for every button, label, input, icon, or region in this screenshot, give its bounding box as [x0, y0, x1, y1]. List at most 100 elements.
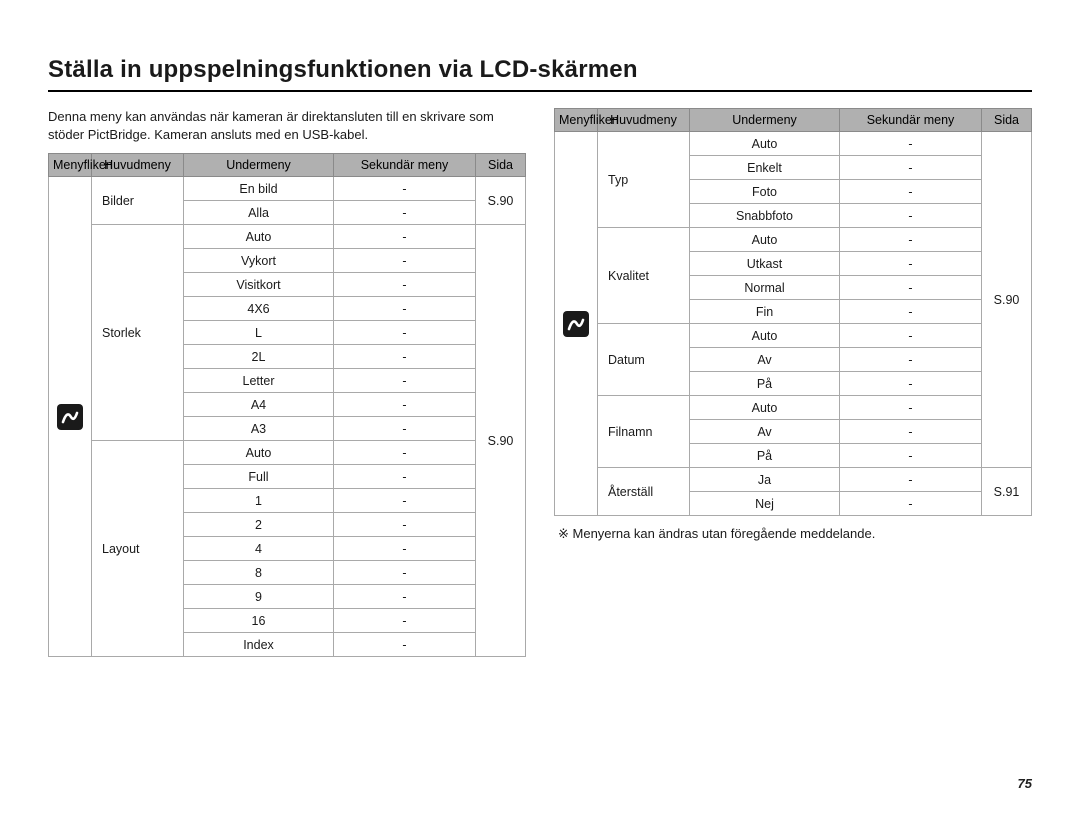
- col-header-sida: Sida: [982, 109, 1032, 132]
- sub-cell: 9: [184, 585, 334, 609]
- sub-cell: Av: [690, 348, 840, 372]
- main-layout: Layout: [92, 441, 184, 657]
- sub-cell: Vykort: [184, 249, 334, 273]
- sub-cell: Auto: [184, 441, 334, 465]
- sub-cell: Auto: [690, 324, 840, 348]
- sub-cell: 8: [184, 561, 334, 585]
- col-header-sida: Sida: [476, 154, 526, 177]
- page-number: 75: [1018, 776, 1032, 791]
- main-datum: Datum: [598, 324, 690, 396]
- sec-cell: -: [840, 444, 982, 468]
- sec-cell: -: [840, 468, 982, 492]
- sub-cell: 1: [184, 489, 334, 513]
- sec-cell: -: [334, 441, 476, 465]
- sec-cell: -: [334, 345, 476, 369]
- right-column: Menyfliken Huvudmeny Undermeny Sekundär …: [554, 108, 1032, 657]
- pictbridge-icon: [563, 311, 589, 337]
- intro-text: Denna meny kan användas när kameran är d…: [48, 108, 526, 143]
- sec-cell: -: [334, 201, 476, 225]
- sub-cell: Enkelt: [690, 156, 840, 180]
- sub-cell: På: [690, 372, 840, 396]
- sec-cell: -: [840, 156, 982, 180]
- left-menu-table: Menyfliken Huvudmeny Undermeny Sekundär …: [48, 153, 526, 657]
- table-row: Layout Auto -: [49, 441, 526, 465]
- title-rule: [48, 90, 1032, 92]
- sec-cell: -: [840, 372, 982, 396]
- menyfliken-icon-cell: [49, 177, 92, 657]
- sec-cell: -: [334, 585, 476, 609]
- sec-cell: -: [334, 321, 476, 345]
- table-row: Återställ Ja - S.91: [555, 468, 1032, 492]
- sub-cell: Index: [184, 633, 334, 657]
- sub-cell: Normal: [690, 276, 840, 300]
- table-header-row: Menyfliken Huvudmeny Undermeny Sekundär …: [49, 154, 526, 177]
- sub-cell: Av: [690, 420, 840, 444]
- sub-cell: Letter: [184, 369, 334, 393]
- main-aterstall: Återställ: [598, 468, 690, 516]
- sub-cell: Nej: [690, 492, 840, 516]
- sub-cell: Visitkort: [184, 273, 334, 297]
- sec-cell: -: [334, 561, 476, 585]
- menyfliken-icon-cell: [555, 132, 598, 516]
- col-header-huvudmeny: Huvudmeny: [92, 154, 184, 177]
- table-row: Datum Auto -: [555, 324, 1032, 348]
- sec-cell: -: [840, 276, 982, 300]
- sec-cell: -: [840, 324, 982, 348]
- page-cell: S.90: [476, 177, 526, 225]
- sec-cell: -: [334, 633, 476, 657]
- main-kvalitet: Kvalitet: [598, 228, 690, 324]
- sec-cell: -: [840, 132, 982, 156]
- page-title: Ställa in uppspelningsfunktionen via LCD…: [48, 56, 1032, 84]
- pictbridge-icon: [57, 404, 83, 430]
- sec-cell: -: [334, 537, 476, 561]
- sub-cell: Auto: [184, 225, 334, 249]
- sec-cell: -: [840, 492, 982, 516]
- sub-cell: A3: [184, 417, 334, 441]
- column-layout: Denna meny kan användas när kameran är d…: [48, 108, 1032, 657]
- right-menu-table: Menyfliken Huvudmeny Undermeny Sekundär …: [554, 108, 1032, 516]
- col-header-sekundar: Sekundär meny: [334, 154, 476, 177]
- sec-cell: -: [840, 252, 982, 276]
- page-cell: S.91: [982, 468, 1032, 516]
- main-filnamn: Filnamn: [598, 396, 690, 468]
- sec-cell: -: [840, 396, 982, 420]
- sub-cell: 16: [184, 609, 334, 633]
- page-cell: S.90: [476, 225, 526, 657]
- table-row: Kvalitet Auto -: [555, 228, 1032, 252]
- footnote: ※ Menyerna kan ändras utan föregående me…: [558, 526, 1032, 542]
- sec-cell: -: [840, 204, 982, 228]
- table-row: Filnamn Auto -: [555, 396, 1032, 420]
- sec-cell: -: [334, 369, 476, 393]
- sec-cell: -: [840, 420, 982, 444]
- col-header-undermeny: Undermeny: [184, 154, 334, 177]
- table-row: Storlek Auto - S.90: [49, 225, 526, 249]
- col-header-sekundar: Sekundär meny: [840, 109, 982, 132]
- col-header-undermeny: Undermeny: [690, 109, 840, 132]
- col-header-menyfliken: Menyfliken: [555, 109, 598, 132]
- main-typ: Typ: [598, 132, 690, 228]
- sec-cell: -: [334, 393, 476, 417]
- sub-cell: L: [184, 321, 334, 345]
- sub-cell: En bild: [184, 177, 334, 201]
- sub-cell: Utkast: [690, 252, 840, 276]
- sub-cell: 2L: [184, 345, 334, 369]
- sec-cell: -: [334, 609, 476, 633]
- sec-cell: -: [334, 513, 476, 537]
- table-header-row: Menyfliken Huvudmeny Undermeny Sekundär …: [555, 109, 1032, 132]
- sec-cell: -: [334, 417, 476, 441]
- sec-cell: -: [334, 297, 476, 321]
- page: Ställa in uppspelningsfunktionen via LCD…: [0, 0, 1080, 815]
- sub-cell: 4X6: [184, 297, 334, 321]
- sub-cell: Full: [184, 465, 334, 489]
- sub-cell: 4: [184, 537, 334, 561]
- sub-cell: Fin: [690, 300, 840, 324]
- table-row: Bilder En bild - S.90: [49, 177, 526, 201]
- sub-cell: Auto: [690, 132, 840, 156]
- main-bilder: Bilder: [92, 177, 184, 225]
- sec-cell: -: [334, 273, 476, 297]
- sec-cell: -: [840, 180, 982, 204]
- col-header-huvudmeny: Huvudmeny: [598, 109, 690, 132]
- sub-cell: På: [690, 444, 840, 468]
- left-column: Denna meny kan användas när kameran är d…: [48, 108, 526, 657]
- sub-cell: Snabbfoto: [690, 204, 840, 228]
